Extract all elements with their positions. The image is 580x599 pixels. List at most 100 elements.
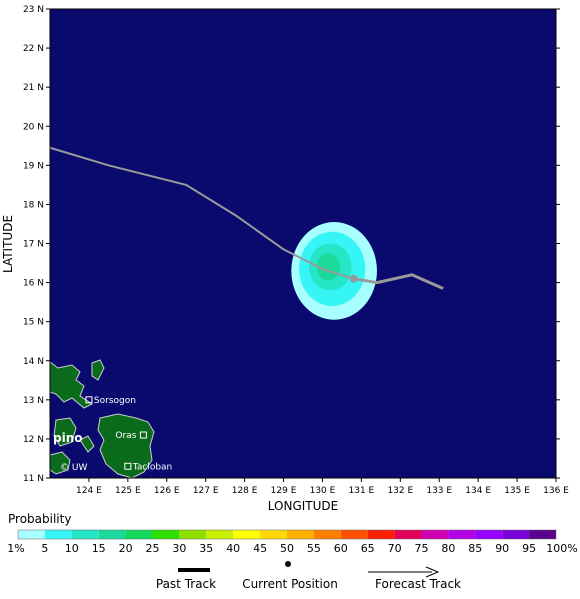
colorbar-label: 1%: [7, 542, 24, 555]
colorbar-swatch: [71, 530, 99, 539]
track-legend: Past Track Current Position Forecast Tra…: [156, 561, 461, 591]
colorbar-frame: [17, 529, 557, 540]
x-axis-title: LONGITUDE: [268, 499, 338, 513]
colorbar-label: 80: [441, 542, 455, 555]
x-tick-label: 125 E: [115, 486, 141, 496]
y-tick-label: 14 N: [23, 357, 44, 367]
y-tick-label: 12 N: [23, 435, 44, 445]
colorbar-swatch: [529, 530, 556, 539]
colorbar-swatch: [421, 530, 449, 539]
colorbar-swatch: [287, 530, 314, 539]
colorbar-label: 100%: [546, 542, 577, 555]
colorbar-swatch: [152, 530, 180, 539]
legend-past-label: Past Track: [156, 577, 216, 591]
land-islet: [79, 435, 95, 453]
track-layer: [49, 146, 444, 290]
x-tick-label: 131 E: [349, 486, 375, 496]
colorbar-label: 85: [468, 542, 482, 555]
x-tick-label: 133 E: [426, 486, 452, 496]
y-tick-label: 23 N: [23, 5, 44, 15]
colorbar-swatch: [98, 530, 126, 539]
colorbar-swatch: [502, 530, 530, 539]
colorbar-swatch: [18, 530, 45, 539]
current-position-marker: [349, 274, 358, 283]
legend-forecast-label: Forecast Track: [375, 577, 461, 591]
colorbar-label: 75: [415, 542, 429, 555]
plot-area: Sorsogon Oras Tacloban pino © UW: [49, 8, 557, 479]
x-tick-label: 127 E: [193, 486, 219, 496]
colorbar-swatch: [206, 530, 234, 539]
land-masbate: [53, 417, 77, 447]
longitude-ticks: 124 E 125 E 126 E 127 E 128 E 129 E 130 E 131 E…: [76, 478, 569, 496]
place-label: Oras: [115, 431, 136, 441]
colorbar-label: 30: [172, 542, 186, 555]
land-catanduanes: [91, 359, 105, 381]
x-tick-label: 134 E: [465, 486, 491, 496]
y-tick-label: 15 N: [23, 318, 44, 328]
colorbar-label: 20: [119, 542, 133, 555]
y-tick-label: 11 N: [23, 474, 44, 484]
colorbar-label: 65: [361, 542, 375, 555]
latitude-ticks: 11 N 12 N 13 N 14 N 15 N 16 N 17 N 18 N 19 N 20 N…: [23, 5, 560, 484]
y-tick-label: 20 N: [23, 122, 44, 132]
place-marker-icon: [139, 431, 147, 439]
colorbar-swatch: [313, 530, 341, 539]
colorbar-swatch: [367, 530, 395, 539]
colorbar-swatch: [340, 530, 368, 539]
colorbar-title: Probability: [8, 512, 72, 526]
colorbar-label: 40: [226, 542, 240, 555]
colorbar-swatch: [125, 530, 153, 539]
y-tick-label: 18 N: [23, 200, 44, 210]
places-layer: Sorsogon Oras Tacloban pino: [53, 396, 172, 472]
x-tick-label: 132 E: [387, 486, 413, 496]
watermark: © UW: [60, 463, 87, 473]
x-tick-label: 126 E: [154, 486, 180, 496]
colorbar-label: 95: [522, 542, 536, 555]
y-tick-label: 17 N: [23, 240, 44, 250]
colorbar-label: 15: [92, 542, 106, 555]
probability-colorbar: 1% 5 10 15 20 25 30 35 40 45 50 55 60 65 70 75 80 85 90 95 1…: [7, 529, 578, 555]
forecast-track-line: [353, 273, 444, 290]
colorbar-label: 45: [253, 542, 267, 555]
place-label: Tacloban: [132, 462, 172, 472]
y-tick-label: 22 N: [23, 44, 44, 54]
y-axis-title: LATITUDE: [1, 215, 15, 273]
colorbar-swatch: [233, 530, 261, 539]
x-tick-label: 129 E: [271, 486, 297, 496]
x-tick-label: 130 E: [310, 486, 336, 496]
y-tick-label: 16 N: [23, 279, 44, 289]
colorbar-swatch: [394, 530, 422, 539]
place-marker-icon: [85, 396, 93, 404]
colorbar-swatch: [448, 530, 476, 539]
x-tick-label: 135 E: [504, 486, 530, 496]
colorbar-swatch: [475, 530, 503, 539]
colorbar-label: 55: [307, 542, 321, 555]
x-tick-label: 128 E: [232, 486, 258, 496]
colorbar-label: 70: [388, 542, 402, 555]
colorbar-swatch: [179, 530, 207, 539]
place-label: Sorsogon: [94, 396, 136, 406]
x-tick-label: 124 E: [76, 486, 102, 496]
colorbar-label: 35: [199, 542, 213, 555]
legend-current-label: Current Position: [242, 577, 338, 591]
current-position-swatch: [285, 561, 291, 567]
place-marker-icon: [124, 462, 132, 470]
probability-contour: [316, 253, 340, 281]
y-tick-label: 21 N: [23, 83, 44, 93]
forecast-arrow-icon: [425, 566, 440, 578]
probability-swath: [291, 222, 377, 320]
land-layer: [49, 359, 155, 479]
y-tick-label: 19 N: [23, 161, 44, 171]
colorbar-label: 50: [280, 542, 294, 555]
colorbar-label: 90: [495, 542, 509, 555]
place-label: pino: [53, 431, 83, 445]
colorbar-label: 60: [334, 542, 348, 555]
colorbar-swatch: [260, 530, 287, 539]
colorbar-label: 25: [146, 542, 160, 555]
x-tick-label: 136 E: [543, 486, 569, 496]
colorbar-label: 10: [65, 542, 79, 555]
colorbar-label: 5: [41, 542, 48, 555]
past-track-line: [49, 146, 354, 280]
land-samar: [97, 413, 155, 479]
